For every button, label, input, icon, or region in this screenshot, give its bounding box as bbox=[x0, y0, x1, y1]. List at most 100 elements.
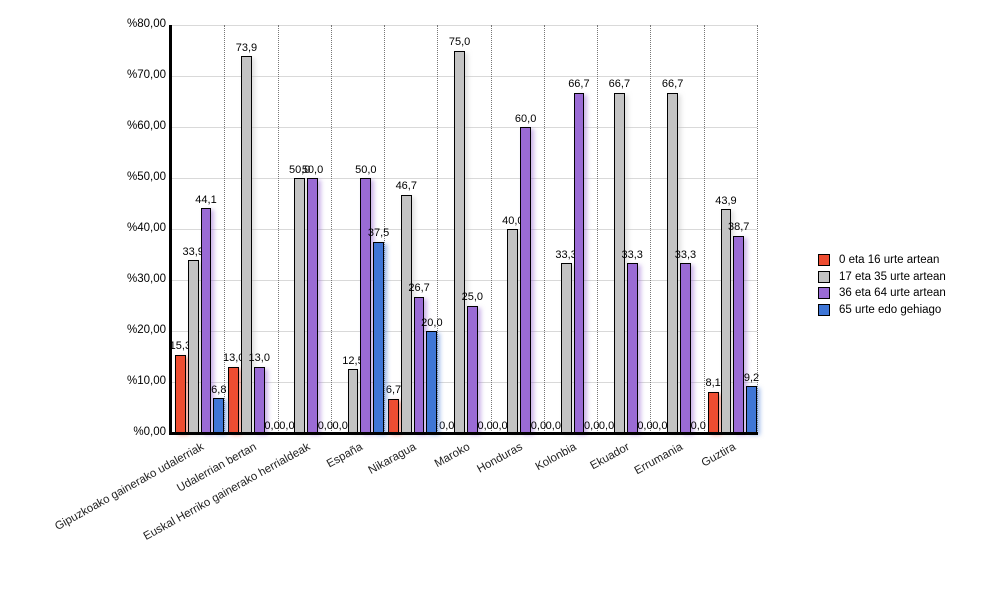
gridline-vertical-dotted bbox=[490, 25, 492, 433]
y-tick-label: %30,00 bbox=[126, 273, 166, 285]
x-category-label: Honduras bbox=[475, 441, 526, 476]
bar-value-label: 0,0 bbox=[492, 419, 508, 432]
bar-value-label: 20,0 bbox=[421, 316, 443, 329]
bar bbox=[680, 263, 691, 433]
bar-value-label: 6,8 bbox=[211, 383, 227, 396]
bar-value-label: 44,1 bbox=[195, 193, 217, 206]
x-category-label: Ekuador bbox=[588, 441, 632, 473]
legend-swatch-icon bbox=[818, 254, 830, 267]
bar-value-label: 43,9 bbox=[715, 194, 737, 207]
y-tick-label: %80,00 bbox=[126, 18, 166, 30]
gridline-vertical-dotted bbox=[384, 25, 386, 433]
bar bbox=[373, 241, 384, 433]
bar bbox=[520, 127, 532, 433]
bar-value-label: 0,0 bbox=[637, 419, 653, 432]
bar-value-label: 33,3 bbox=[674, 248, 697, 261]
legend-label: 65 urte edo gehiago bbox=[839, 304, 942, 317]
y-tick-label: %70,00 bbox=[126, 69, 166, 81]
bar-value-label: 50,0 bbox=[355, 163, 377, 176]
bar-value-label: 0,0 bbox=[598, 419, 615, 432]
bar-value-label: 26,7 bbox=[408, 282, 430, 295]
y-tick-label: %10,00 bbox=[126, 375, 166, 387]
gridline-vertical-dotted bbox=[597, 25, 599, 433]
bar bbox=[187, 260, 199, 433]
bar bbox=[466, 305, 478, 433]
bar-value-label: 66,7 bbox=[568, 78, 590, 91]
legend-item: 0 eta 16 urte artean bbox=[818, 252, 946, 269]
bar-value-label: 73,9 bbox=[235, 41, 258, 54]
bar-value-label: 66,7 bbox=[661, 78, 684, 91]
bar-value-label: 0,0 bbox=[477, 419, 493, 432]
legend: 0 eta 16 urte artean 17 eta 35 urte artea… bbox=[818, 252, 946, 318]
bar-value-label: 66,7 bbox=[608, 78, 631, 91]
bar bbox=[746, 386, 757, 433]
legend-swatch-icon bbox=[818, 270, 830, 283]
bar-value-label: 25,0 bbox=[461, 291, 484, 303]
bar-value-label: 0,0 bbox=[690, 419, 706, 432]
bar-value-label: 13,0 bbox=[248, 352, 270, 365]
bar-value-label: 33,9 bbox=[182, 245, 204, 258]
bar-value-label: 60,0 bbox=[514, 112, 537, 125]
y-tick-label: %60,00 bbox=[126, 120, 166, 132]
bar-value-label: 8,1 bbox=[705, 377, 721, 390]
bar bbox=[307, 178, 318, 433]
bar bbox=[667, 92, 679, 433]
bar-value-label: 38,7 bbox=[728, 221, 750, 234]
bar-value-label: 0,0 bbox=[264, 419, 280, 432]
bar-value-label: 6,7 bbox=[385, 384, 402, 397]
bar bbox=[426, 331, 438, 433]
bar-value-label: 12,5 bbox=[342, 354, 364, 367]
y-tick-label: %20,00 bbox=[126, 324, 166, 336]
bar bbox=[560, 263, 572, 433]
bar bbox=[573, 92, 585, 433]
gridline-horizontal bbox=[171, 25, 757, 26]
bar-value-label: 15,3 bbox=[169, 340, 192, 353]
bar bbox=[347, 369, 359, 433]
bar bbox=[241, 56, 252, 433]
bar bbox=[454, 50, 465, 433]
gridline-vertical-dotted bbox=[757, 25, 758, 433]
x-category-label: Maroko bbox=[432, 441, 472, 471]
bar-value-label: 46,7 bbox=[395, 180, 417, 193]
gridline-vertical-dotted bbox=[277, 25, 279, 433]
bar bbox=[507, 229, 519, 433]
bar-value-label: 0,0 bbox=[652, 419, 668, 432]
bar bbox=[175, 354, 186, 433]
bar-value-label: 50,0 bbox=[289, 163, 311, 176]
y-tick-label: %40,00 bbox=[126, 222, 166, 234]
legend-swatch-icon bbox=[818, 304, 830, 317]
bar-value-label: 0,0 bbox=[530, 419, 547, 432]
bar bbox=[400, 194, 412, 433]
x-category-label: Errumania bbox=[632, 441, 685, 478]
legend-swatch-icon bbox=[818, 287, 830, 300]
x-category-label: Guztira bbox=[699, 441, 739, 470]
bar-value-label: 0,0 bbox=[279, 419, 295, 432]
bar-value-label: 40,0 bbox=[502, 214, 524, 227]
bar bbox=[626, 263, 638, 433]
bar bbox=[613, 92, 625, 433]
bar-value-label: 0,0 bbox=[439, 419, 455, 432]
gridline-vertical-dotted bbox=[437, 25, 439, 433]
bar bbox=[228, 366, 240, 433]
bar-value-label: 37,5 bbox=[367, 227, 390, 240]
bar bbox=[388, 398, 399, 433]
bar-value-label: 33,3 bbox=[555, 248, 577, 261]
bar-value-label: 9,2 bbox=[743, 371, 760, 384]
legend-item: 17 eta 35 urte artean bbox=[818, 269, 946, 286]
gridline-vertical-dotted bbox=[703, 25, 705, 433]
gridline-vertical-dotted bbox=[650, 25, 652, 433]
legend-label: 36 eta 64 urte artean bbox=[839, 287, 946, 300]
bar-value-label: 13,0 bbox=[222, 352, 245, 365]
bar-value-label: 75,0 bbox=[448, 36, 471, 48]
bar bbox=[720, 209, 732, 433]
bar bbox=[200, 208, 212, 433]
legend-item: 36 eta 64 urte artean bbox=[818, 285, 946, 302]
bar bbox=[294, 178, 306, 433]
y-axis-line bbox=[168, 25, 172, 435]
bar-value-label: 33,3 bbox=[621, 248, 643, 261]
legend-label: 17 eta 35 urte artean bbox=[839, 270, 946, 283]
x-category-label: España bbox=[325, 441, 366, 471]
bar bbox=[733, 235, 745, 433]
gridline-vertical-dotted bbox=[543, 25, 545, 433]
